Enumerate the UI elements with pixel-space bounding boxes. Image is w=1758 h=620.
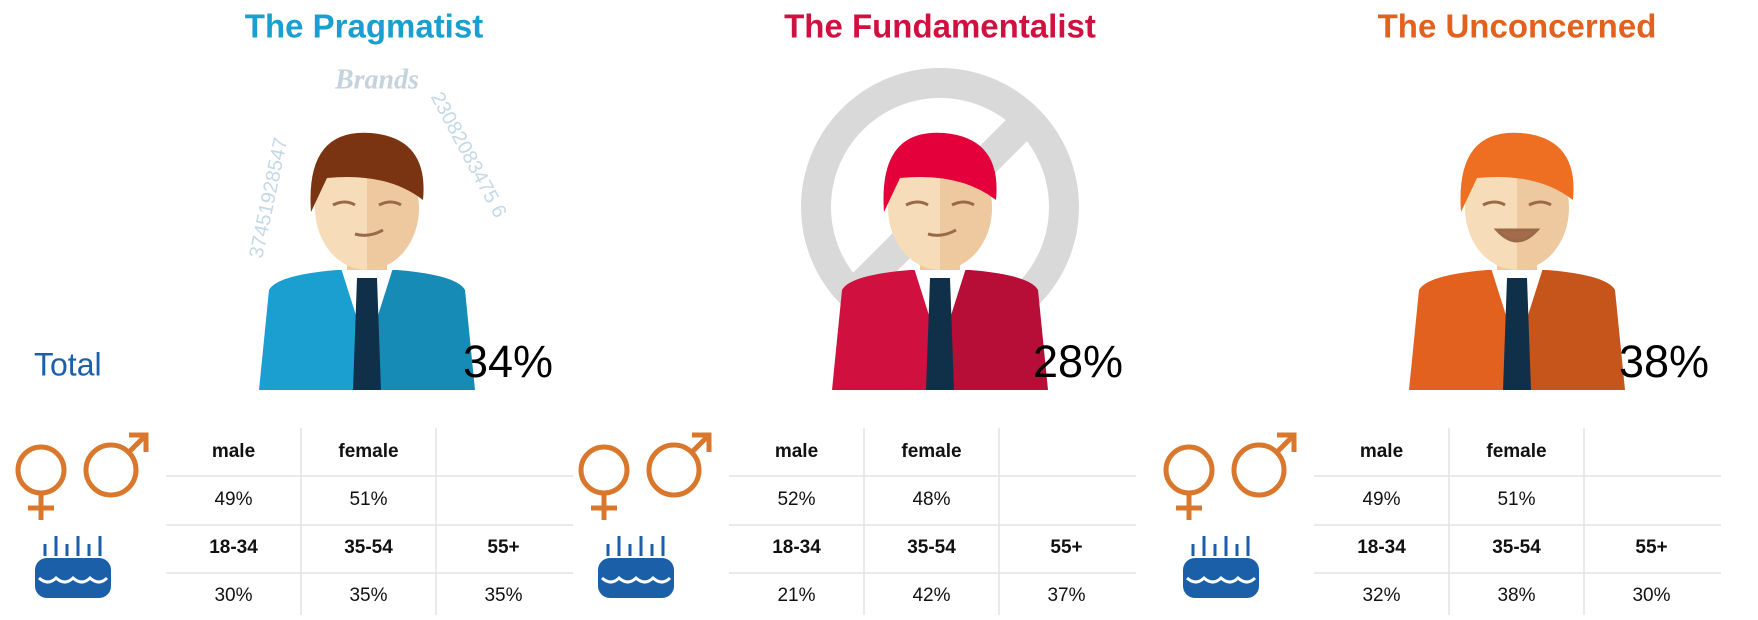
share-value: 28% [1033,336,1123,387]
tie [353,278,381,390]
table-cell: 35% [484,585,522,606]
tie [1503,278,1531,390]
table-header: male [775,441,818,462]
male-arrow [690,432,712,454]
person-figure [1409,132,1625,390]
table-header: 55+ [487,537,519,558]
cake-wave [38,575,109,584]
male-symbol [83,442,139,498]
age-icon [1183,536,1259,598]
table-header: 35-54 [907,537,956,558]
female-cross [591,493,617,520]
table-cell: 49% [214,489,252,510]
cake-wave [1186,575,1257,584]
table-cell: 30% [1632,585,1670,606]
suit-shade [1517,270,1625,390]
table-header: 35-54 [1492,537,1541,558]
eyes [332,200,402,207]
hair [1460,132,1574,212]
table-cell: 52% [777,489,815,510]
male-symbol [1231,442,1287,498]
table-cell: 35% [349,585,387,606]
segment-title: The Unconcerned [1378,8,1657,45]
cake-wave [601,575,672,584]
suit-shade [940,270,1048,390]
mouth [354,228,384,237]
suit-shade [367,270,475,390]
decor-text: 23082083475 6 [426,88,511,221]
table-header: 35-54 [344,537,393,558]
age-icon [598,536,674,598]
gender-icon [15,432,149,520]
gender-icon [578,432,712,520]
tie [926,278,954,390]
table-cell: 42% [912,585,950,606]
mouth [927,228,957,237]
table-cell: 38% [1497,585,1535,606]
table-header: female [901,441,961,462]
table-cell: 51% [1497,489,1535,510]
female-cross [28,493,54,520]
table-header: 18-34 [772,537,821,558]
female-cross [1176,493,1202,520]
mouth [1493,228,1541,243]
female-symbol [578,444,630,496]
male-arrow [127,432,149,454]
male-symbol [646,442,702,498]
table-header: 55+ [1050,537,1082,558]
person-figure [259,132,475,390]
decor-text: Brands [334,64,419,95]
table-header: 18-34 [1357,537,1406,558]
hair [310,132,424,212]
share-value: 34% [463,336,553,387]
gender-icon [1163,432,1297,520]
eyes [1482,200,1552,207]
table-cell: 37% [1047,585,1085,606]
table-cell: 30% [214,585,252,606]
table-header: female [1486,441,1546,462]
female-symbol [1163,444,1215,496]
person-figure [832,132,1048,390]
table-cell: 49% [1362,489,1400,510]
total-label: Total [34,346,102,382]
age-icon [35,536,111,598]
eyes [905,200,975,207]
table-header: female [338,441,398,462]
segment-title: The Fundamentalist [784,8,1096,45]
table-cell: 48% [912,489,950,510]
hair [883,132,997,212]
segment-title: The Pragmatist [245,8,483,45]
table-cell: 32% [1362,585,1400,606]
table-header: 55+ [1635,537,1667,558]
table-header: 18-34 [209,537,258,558]
share-value: 38% [1619,336,1709,387]
decor-text: 37451928547 [246,136,293,260]
table-header: male [1360,441,1403,462]
male-arrow [1275,432,1297,454]
female-symbol [15,444,67,496]
table-cell: 51% [349,489,387,510]
table-cell: 21% [777,585,815,606]
table-header: male [212,441,255,462]
